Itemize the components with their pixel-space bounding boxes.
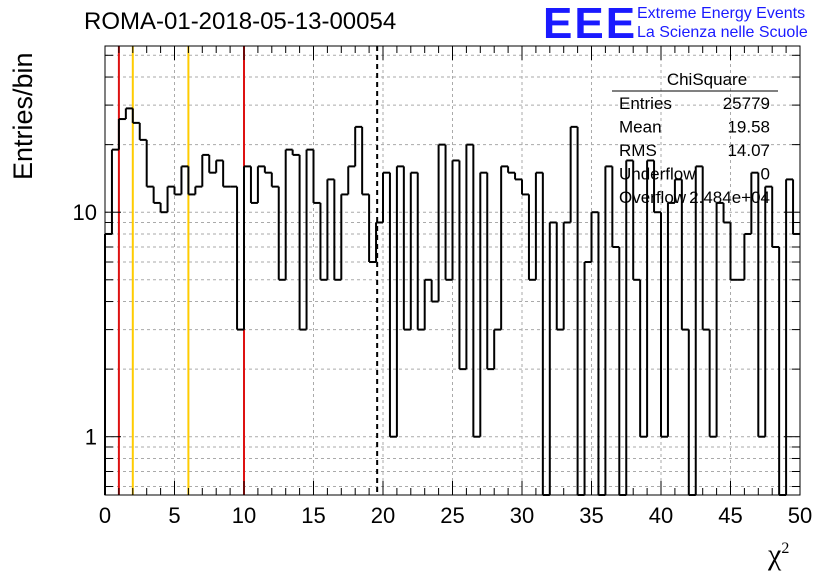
stats-label: RMS	[619, 141, 657, 160]
stats-title: ChiSquare	[667, 70, 747, 89]
x-tick-label: 20	[371, 503, 395, 528]
x-tick-label: 10	[232, 503, 256, 528]
logo-caption-line1: Extreme Energy Events	[637, 5, 806, 22]
stats-label: Overflow	[619, 188, 687, 207]
y-tick-label: 10	[73, 200, 97, 225]
y-tick-label: 1	[85, 425, 97, 450]
x-axis-label-sup: 2	[781, 540, 790, 557]
stats-value: 2.484e+04	[689, 188, 770, 207]
x-tick-label: 15	[301, 503, 325, 528]
x-tick-label: 30	[510, 503, 534, 528]
stats-label: Underflow	[619, 165, 696, 184]
eee-logo: EEE	[543, 0, 638, 48]
x-axis-label-main: χ	[768, 538, 782, 571]
x-tick-label: 45	[718, 503, 742, 528]
logo-caption: Extreme Energy Events La Scienza nelle S…	[637, 4, 808, 42]
stats-value: 0	[761, 165, 770, 184]
stats-value: 14.07	[727, 141, 770, 160]
x-tick-label: 40	[649, 503, 673, 528]
x-tick-label: 25	[440, 503, 464, 528]
x-tick-label: 50	[788, 503, 812, 528]
stats-value: 25779	[723, 94, 770, 113]
x-axis-label: χ2	[768, 538, 789, 572]
logo-caption-line2: La Scienza nelle Scuole	[637, 24, 808, 41]
stats-value: 19.58	[727, 118, 770, 137]
chart-title: ROMA-01-2018-05-13-00054	[84, 8, 397, 35]
stats-label: Entries	[619, 94, 672, 113]
stats-label: Mean	[619, 118, 662, 137]
x-tick-label: 0	[99, 503, 111, 528]
x-tick-label: 35	[579, 503, 603, 528]
x-tick-label: 5	[168, 503, 180, 528]
